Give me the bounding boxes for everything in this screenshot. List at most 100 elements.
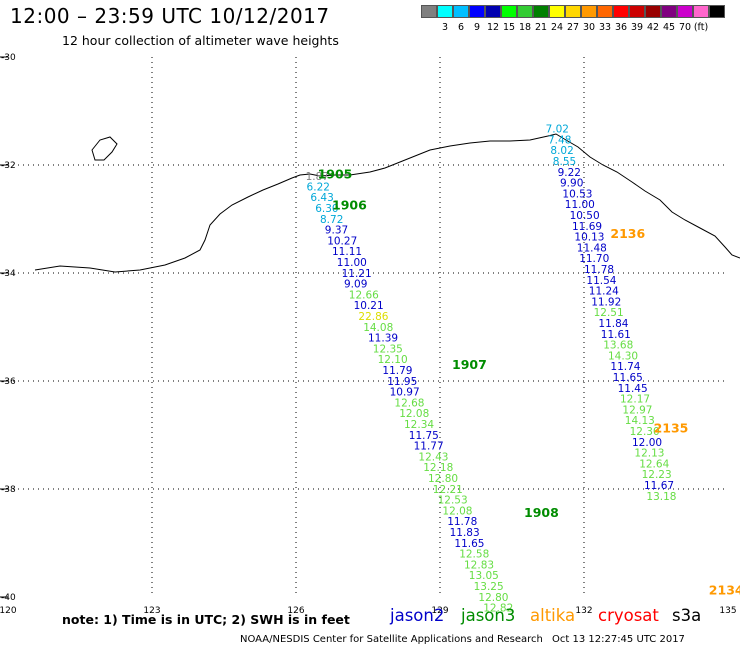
wave-height-value: 9.90: [560, 178, 583, 190]
scale-swatch: [517, 5, 533, 18]
wave-height-value: 11.21: [342, 268, 372, 280]
scale-tick-label: 42: [646, 22, 660, 33]
wave-height-value: 14.13: [625, 415, 655, 427]
wave-height-value: 10.97: [390, 387, 420, 399]
wave-height-value: 12.23: [642, 469, 672, 481]
lon-label: 132: [575, 606, 592, 616]
scale-tick-label: 33: [598, 22, 612, 33]
scale-swatch: [469, 5, 485, 18]
scale-tick-label: 9: [473, 22, 481, 33]
wave-height-value: 11.00: [565, 199, 595, 211]
lat-lon-grid: [0, 56, 728, 598]
wave-height-value: 6.30: [315, 203, 338, 215]
wave-height-value: 14.30: [608, 350, 638, 362]
wave-height-value: 11.70: [579, 253, 609, 265]
wave-height-value: 12.43: [418, 451, 448, 463]
wave-height-value: 10.21: [354, 300, 384, 312]
wave-height-value: 12.21: [433, 484, 463, 496]
scale-swatch: [645, 5, 661, 18]
wave-height-value: 12.51: [594, 307, 624, 319]
wave-height-value: 1.87: [306, 171, 329, 183]
wave-height-value: 8.55: [553, 156, 576, 168]
scale-tick-label: 30: [582, 22, 596, 33]
australia-coastline: [34, 133, 740, 273]
wave-height-value: 11.61: [601, 329, 631, 341]
lat-label: -34: [1, 269, 16, 279]
scale-tick-label: 45: [662, 22, 676, 33]
scale-swatch: [453, 5, 469, 18]
wave-height-value: 12.17: [620, 394, 650, 406]
legend-altika: altika: [530, 606, 576, 625]
scale-tick-label: 27: [566, 22, 580, 33]
scale-tick-label: 12: [486, 22, 500, 33]
credit-line: NOAA/NESDIS Center for Satellite Applica…: [240, 634, 543, 645]
wave-height-value: 12.08: [399, 408, 429, 420]
wave-height-value: 12.97: [622, 404, 652, 416]
wave-height-value: 6.22: [307, 181, 330, 193]
pass-time-label: 1907: [452, 357, 487, 372]
scale-tick-label: (ft): [693, 22, 709, 33]
wave-height-value: 10.13: [574, 232, 604, 244]
lon-label: 129: [431, 606, 448, 616]
wave-height-value: 9.22: [558, 167, 581, 179]
wave-height-value: 11.54: [586, 275, 616, 287]
pass-time-label: 1908: [524, 505, 559, 520]
legend-jason3: jason3: [461, 606, 516, 625]
wave-height-value: 13.18: [646, 491, 676, 503]
scale-tick-label: 36: [614, 22, 628, 33]
lat-label: -32: [1, 161, 16, 171]
wave-height-value: 11.69: [572, 221, 602, 233]
scale-swatch: [693, 5, 709, 18]
scale-swatch: [501, 5, 517, 18]
wave-height-value: 11.84: [598, 318, 628, 330]
wave-height-value: 12.35: [373, 343, 403, 355]
wave-height-value: 11.78: [584, 264, 614, 276]
wave-height-value: 12.00: [632, 437, 662, 449]
wave-height-value: 22.86: [358, 311, 388, 323]
scale-tick-label: 21: [534, 22, 548, 33]
wave-height-value: 11.78: [447, 516, 477, 528]
wave-height-value: 13.68: [603, 340, 633, 352]
wave-height-value: 12.53: [438, 495, 468, 507]
scale-swatch: [613, 5, 629, 18]
wave-height-value: 12.68: [394, 397, 424, 409]
wave-height-value: 12.10: [378, 354, 408, 366]
wave-height-value: 11.48: [577, 242, 607, 254]
pass-time-label: 2135: [654, 420, 689, 435]
scale-tick-label: 3: [441, 22, 449, 33]
pass-time-label: 1906: [332, 197, 367, 212]
lat-label: -40: [1, 593, 16, 603]
wave-height-value: 11.65: [613, 372, 643, 384]
wave-height-value: 11.92: [591, 296, 621, 308]
scale-tick-label: 18: [518, 22, 532, 33]
wave-height-value: 11.74: [610, 361, 640, 373]
scale-swatch: [485, 5, 501, 18]
wave-height-value: 8.72: [320, 214, 343, 226]
wave-height-value: 11.39: [368, 333, 398, 345]
wave-height-value: 7.48: [548, 134, 571, 146]
wave-height-value: 11.24: [589, 286, 619, 298]
wave-height-value: 12.80: [428, 473, 458, 485]
wave-height-value: 6.43: [310, 192, 333, 204]
wave-height-value: 10.53: [562, 188, 592, 200]
wave-height-value: 8.02: [550, 145, 573, 157]
wave-height-value: 11.75: [409, 430, 439, 442]
axis-tick-labels: -30 -32 -34 -36 -38 -40 120 123 126 129 132 135: [0, 53, 737, 616]
island-outline: [91, 136, 118, 161]
wave-height-value: 12.18: [423, 462, 453, 474]
lat-label: -38: [1, 485, 16, 495]
scale-swatch: [421, 5, 437, 18]
wave-height-value: 10.50: [570, 210, 600, 222]
wave-height-value: 13.25: [474, 581, 504, 593]
wave-height-value: 11.77: [414, 441, 444, 453]
lat-label: -30: [1, 53, 16, 63]
pass-time-label: 1905: [318, 167, 353, 182]
scale-swatch: [549, 5, 565, 18]
legend-cryosat: cryosat: [598, 606, 659, 625]
legend-note: note: 1) Time is in UTC; 2) SWH is in fe…: [62, 612, 350, 627]
wave-height-value: 12.82: [483, 603, 513, 615]
pass-time-label: 2134: [709, 582, 740, 597]
wave-height-value: 11.83: [450, 527, 480, 539]
wave-height-value: 11.65: [454, 538, 484, 550]
